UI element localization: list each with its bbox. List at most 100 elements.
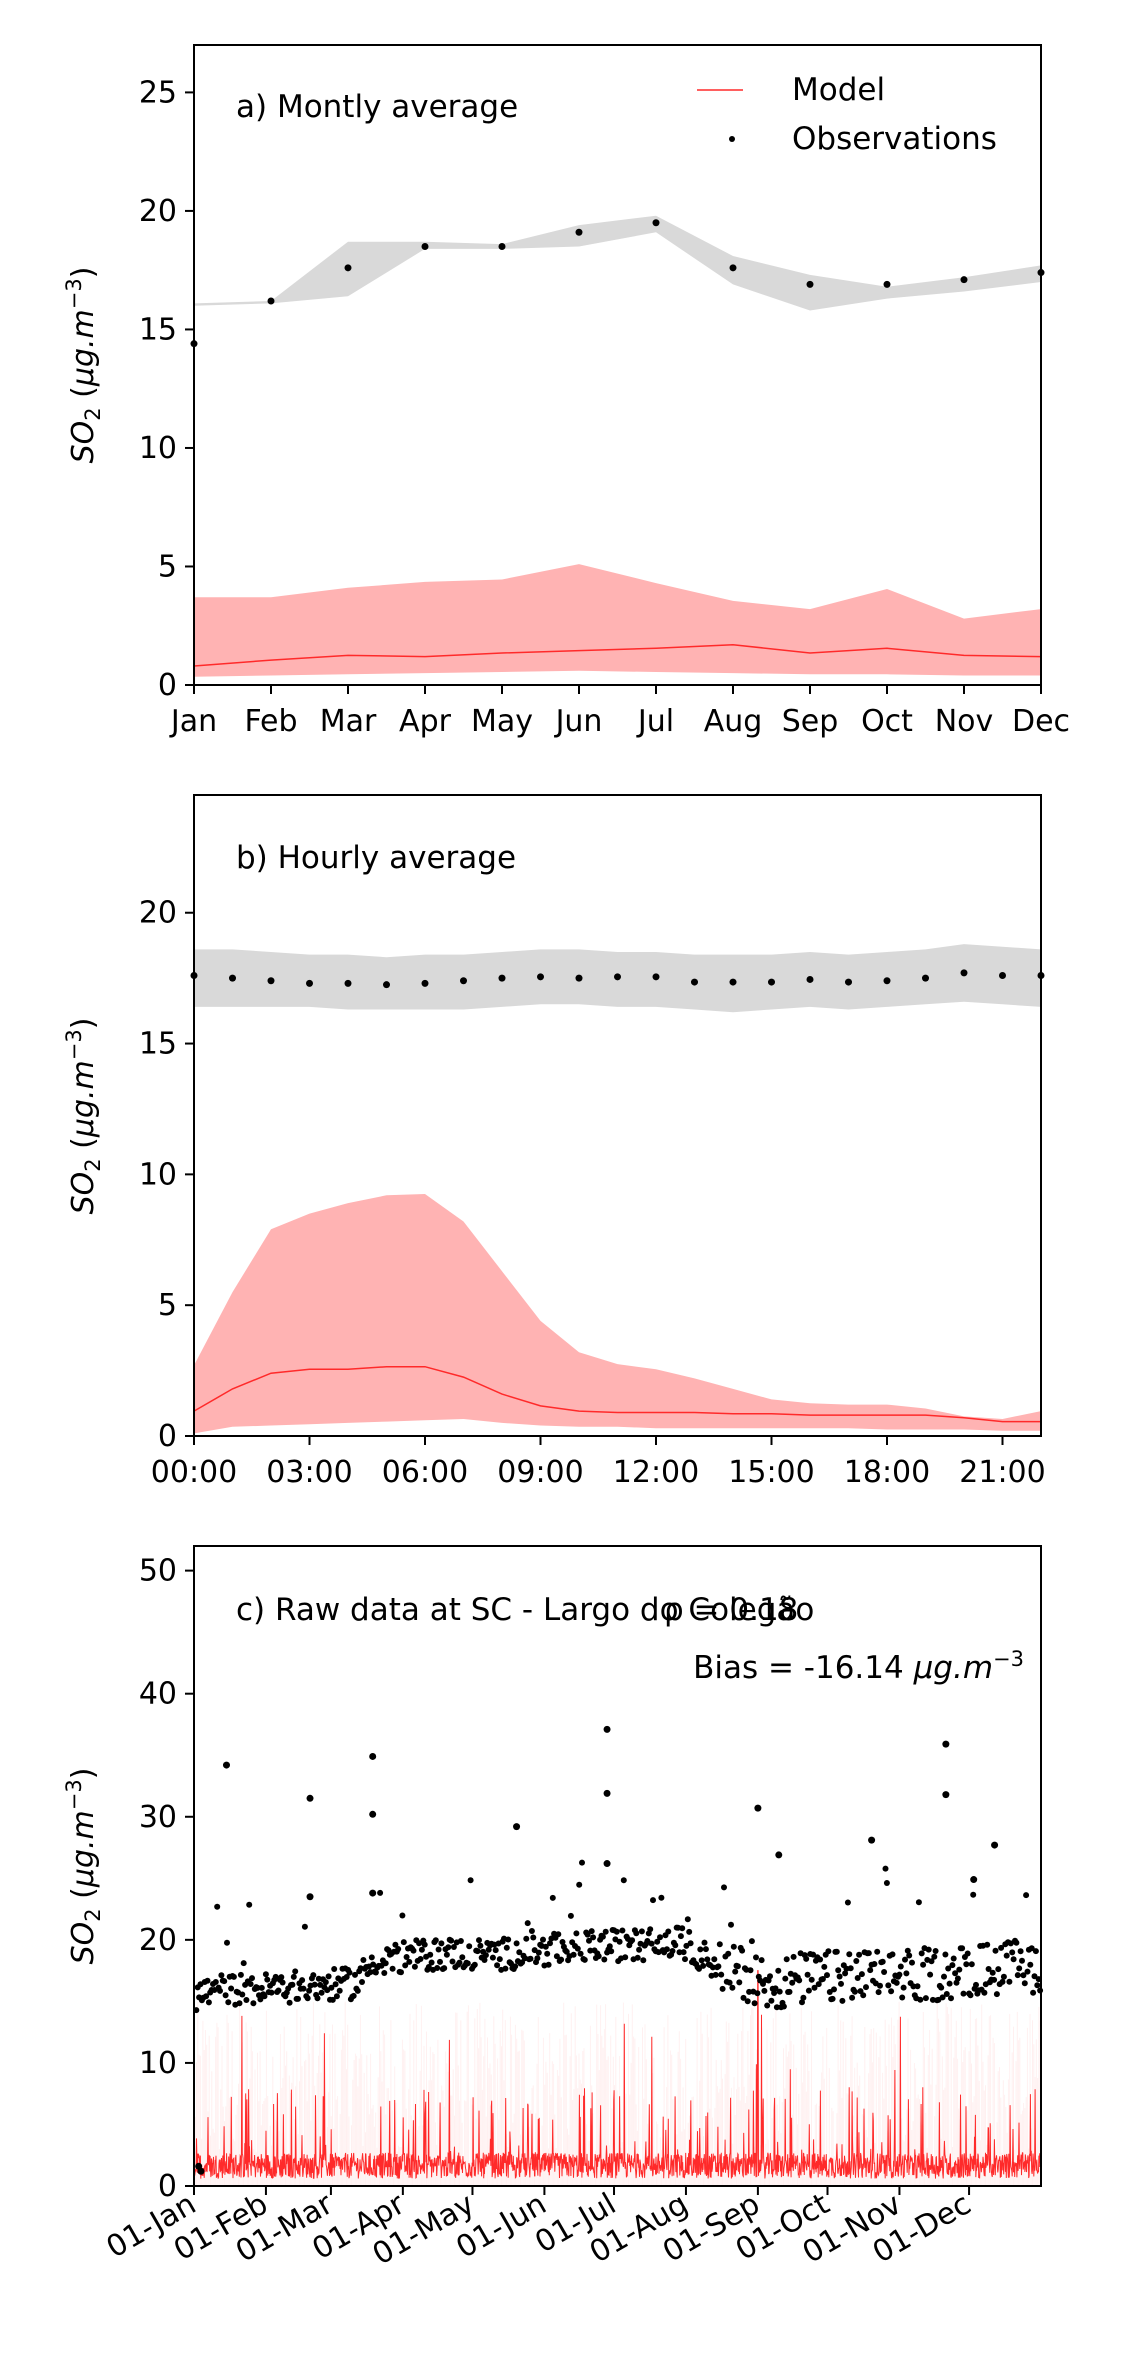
observation-point <box>730 1943 737 1950</box>
observation-point <box>817 1956 824 1963</box>
observation-point <box>698 1957 705 1964</box>
observation-point <box>586 1937 592 1944</box>
observation-point <box>932 1948 939 1954</box>
observation-point <box>874 1948 881 1955</box>
observation-point <box>748 1938 755 1945</box>
observation-point <box>833 1948 840 1955</box>
monthly-x-tick-label-nov: Nov <box>935 704 994 739</box>
observation-point <box>448 1937 455 1944</box>
observation-point <box>989 1969 996 1976</box>
observation-point <box>893 1979 900 1986</box>
observation-point <box>322 1979 329 1986</box>
observation-point <box>775 1967 782 1974</box>
hourly-axes-frame <box>193 794 1042 1437</box>
observation-point <box>563 1948 570 1955</box>
observation-point <box>744 1998 751 2005</box>
observation-point <box>577 1950 584 1957</box>
observation-point <box>310 1972 317 1979</box>
observation-point-nov <box>960 276 968 284</box>
hourly-y-tick-label-20: 20 <box>139 896 177 931</box>
observation-point <box>1030 1989 1037 1996</box>
observation-point <box>428 1959 435 1966</box>
observation-point <box>985 1966 992 1972</box>
observation-point <box>917 1996 924 2003</box>
observation-point <box>991 1976 998 1983</box>
observation-point <box>622 1954 629 1961</box>
observation-point <box>836 1973 843 1980</box>
observation-point-mar <box>344 264 352 272</box>
observation-point <box>443 1951 450 1958</box>
observation-point <box>482 1952 489 1959</box>
observation-point <box>865 1950 872 1957</box>
observation-point <box>825 1948 832 1955</box>
observation-point <box>995 1966 1002 1973</box>
observation-point <box>747 1967 754 1974</box>
observation-point <box>680 1949 687 1956</box>
observation-point <box>299 1977 306 1984</box>
observation-point-apr <box>421 242 429 250</box>
observation-point <box>729 1984 736 1991</box>
observation-point <box>549 1894 556 1901</box>
observation-point <box>250 2000 257 2007</box>
hourly-y-ticks: 0 5 10 15 20 <box>139 896 194 1454</box>
observation-point <box>581 1956 588 1963</box>
observation-point <box>636 1946 643 1953</box>
observation-point <box>831 1986 837 1993</box>
hourly-x-tick-label-18: 18:00 <box>844 1455 930 1490</box>
hourly-x-tick-label-21: 21:00 <box>959 1455 1045 1490</box>
observation-point <box>418 1946 425 1953</box>
observation-point <box>875 1989 882 1996</box>
hourly-model-line <box>193 1365 1041 1423</box>
observation-point <box>264 1976 271 1983</box>
observation-point <box>954 1975 961 1982</box>
observation-point <box>225 1999 232 2006</box>
observation-point <box>776 1988 783 1995</box>
observation-point <box>300 1985 307 1992</box>
observation-point <box>877 1982 883 1989</box>
observation-point <box>332 1981 339 1988</box>
observation-point <box>352 1971 358 1978</box>
observation-point <box>400 1939 407 1946</box>
observation-point <box>984 1941 991 1948</box>
observation-point <box>579 1859 585 1866</box>
observation-point <box>728 1921 734 1928</box>
observation-point <box>716 1941 723 1948</box>
monthly-x-tick-label-jan: Jan <box>169 704 217 739</box>
observation-outlier-18 <box>197 2167 205 2175</box>
monthly-x-tick-label-dec: Dec <box>1012 704 1070 739</box>
observation-point <box>968 1961 975 1968</box>
observation-point <box>897 1963 904 1970</box>
observation-point <box>946 1980 953 1987</box>
observation-point <box>711 1956 718 1963</box>
observation-point <box>377 1889 384 1896</box>
observation-point <box>679 1925 686 1932</box>
observation-point <box>896 1971 903 1978</box>
observation-point <box>275 1987 282 1994</box>
observation-point <box>1027 1961 1034 1968</box>
observation-point <box>918 1950 925 1957</box>
monthly-y-tick-label-0: 0 <box>158 668 177 703</box>
observation-point <box>257 1996 264 2003</box>
observation-point <box>719 1985 726 1992</box>
observation-point <box>963 1961 970 1968</box>
hourly-observation-point-20 <box>960 969 968 977</box>
observation-point <box>949 1962 956 1969</box>
observation-point <box>350 1992 357 1999</box>
observation-point <box>304 1995 311 2002</box>
correlation-label: ρ = 0.18 <box>664 1592 798 1628</box>
observation-point <box>527 1955 534 1962</box>
observation-point <box>885 1982 892 1989</box>
observation-point-aug <box>729 264 737 272</box>
hourly-x-tick-label-15: 15:00 <box>728 1455 814 1490</box>
observation-point <box>544 1950 551 1957</box>
observation-point <box>437 1958 443 1965</box>
hourly-x-tick-label-12: 12:00 <box>613 1455 699 1490</box>
observation-point <box>998 1944 1005 1951</box>
observation-point <box>849 1994 856 2001</box>
observation-point <box>553 1953 560 1960</box>
observation-point <box>925 1946 932 1953</box>
observation-point <box>856 1951 863 1958</box>
observation-point <box>771 1990 778 1996</box>
observation-point <box>547 1940 553 1947</box>
observation-point <box>1009 1949 1016 1956</box>
